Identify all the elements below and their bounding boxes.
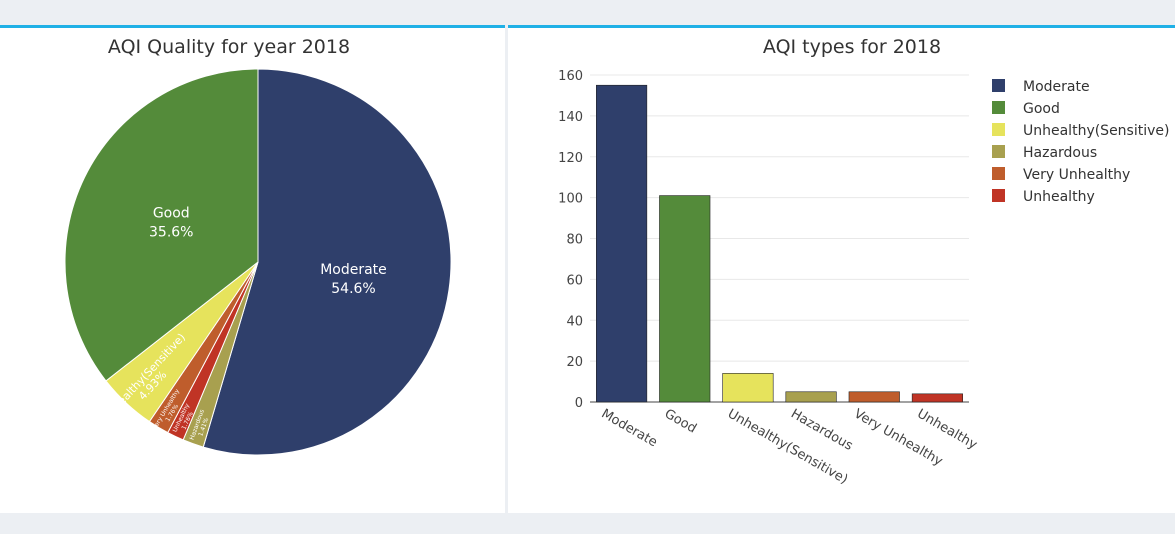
pie-slice-name-label: Moderate bbox=[320, 262, 387, 278]
legend-swatch-very-unhealthy[interactable] bbox=[992, 167, 1005, 180]
bar-chart: AQI types for 2018 0 20 40 60 80 100 120 140 160… bbox=[558, 36, 1169, 487]
pie-slice-percent-label: 35.6% bbox=[149, 225, 193, 241]
x-tick-label-moderate: Moderate bbox=[599, 406, 660, 450]
pie-slice-percent-label: 54.6% bbox=[331, 281, 375, 297]
bar-hazardous[interactable] bbox=[785, 391, 837, 403]
x-tick-label-good: Good bbox=[662, 406, 699, 436]
y-tick-label: 40 bbox=[566, 314, 583, 329]
y-tick-label: 60 bbox=[566, 273, 583, 288]
legend-swatch-moderate[interactable] bbox=[992, 79, 1005, 92]
bar-good[interactable] bbox=[659, 195, 711, 403]
bar-chart-panel: AQI types for 2018 0 20 40 60 80 100 120 140 160… bbox=[508, 25, 1175, 513]
bar-chart-title: AQI types for 2018 bbox=[763, 36, 941, 58]
pie-slice-moderate[interactable] bbox=[202, 68, 452, 456]
bar-unhealthy[interactable] bbox=[911, 393, 963, 403]
legend-swatch-hazardous[interactable] bbox=[992, 145, 1005, 158]
y-tick-label: 100 bbox=[558, 192, 583, 207]
legend-label-good[interactable]: Good bbox=[1023, 101, 1060, 117]
page-top-bar bbox=[0, 0, 1175, 24]
legend-swatch-unhealthy[interactable] bbox=[992, 189, 1005, 202]
pie-slice-name-label: Good bbox=[153, 206, 190, 222]
pie-chart-panel: AQI Quality for year 2018 Moderate 54.6% H… bbox=[0, 25, 505, 513]
y-tick-label: 20 bbox=[566, 355, 583, 370]
legend-label-unhealthy[interactable]: Unhealthy bbox=[1023, 189, 1095, 205]
pie-slice-good[interactable] bbox=[64, 68, 259, 382]
bar-very-unhealthy[interactable] bbox=[848, 391, 900, 403]
legend-label-moderate[interactable]: Moderate bbox=[1023, 79, 1090, 95]
y-tick-label: 80 bbox=[566, 233, 583, 248]
y-tick-label: 160 bbox=[558, 69, 583, 84]
y-tick-label: 120 bbox=[558, 151, 583, 166]
bar-unhealthy-sensitive[interactable] bbox=[722, 373, 774, 403]
pie-chart-title: AQI Quality for year 2018 bbox=[108, 36, 350, 58]
legend-label-very-unhealthy[interactable]: Very Unhealthy bbox=[1023, 167, 1130, 183]
y-tick-label: 0 bbox=[575, 396, 583, 411]
pie-chart: AQI Quality for year 2018 Moderate54.6%H… bbox=[64, 36, 452, 456]
legend-label-hazardous[interactable]: Hazardous bbox=[1023, 145, 1097, 161]
y-tick-label: 140 bbox=[558, 110, 583, 125]
bar-moderate[interactable] bbox=[596, 84, 648, 403]
legend-label-unhealthy-sensitive[interactable]: Unhealthy(Sensitive) bbox=[1023, 123, 1169, 139]
legend-swatch-unhealthy-sensitive[interactable] bbox=[992, 123, 1005, 136]
legend-swatch-good[interactable] bbox=[992, 101, 1005, 114]
